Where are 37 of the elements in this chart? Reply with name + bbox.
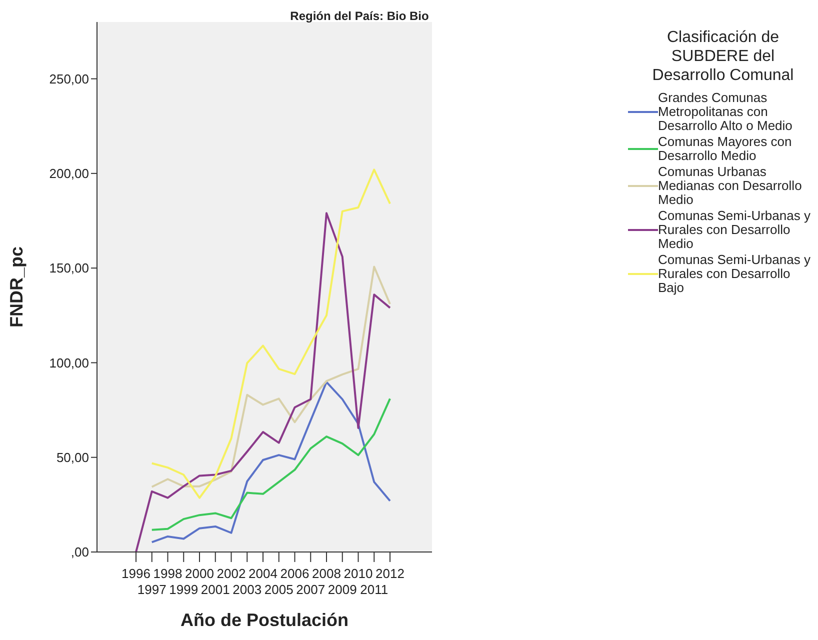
legend-label: Comunas Mayores con Desarrollo Medio: [658, 134, 793, 163]
x-tick-label: 2002: [216, 566, 246, 581]
x-tick-label: 1997: [137, 582, 166, 597]
x-tick-label: 2003: [232, 582, 262, 597]
line-series: [150, 168, 391, 499]
y-tick-label: 200,00: [49, 166, 89, 182]
x-tick-label: 2011: [360, 582, 388, 597]
legend-title: Clasificación de SUBDERE del Desarrollo Comunal: [651, 28, 795, 86]
line-series: [150, 266, 391, 488]
x-tick-label: 2001: [200, 582, 230, 597]
y-tick-label: 50,00: [56, 450, 89, 465]
y-tick-label: 100,00: [49, 355, 89, 370]
x-tick-label: 2007: [296, 582, 326, 597]
x-tick-label: 1999: [169, 582, 198, 597]
legend-label: Comunas Semi-Urbanas y Rurales con Desarrollo Medio: [658, 208, 812, 251]
y-axis-title: FNDR_pc: [6, 246, 26, 328]
line-series: [135, 212, 391, 552]
line-series: [150, 381, 391, 544]
x-axis-title: Año de Postulación: [180, 610, 349, 630]
chart-title: Región del País: Bio Bio: [290, 9, 429, 23]
y-tick-label: 150,00: [49, 260, 89, 276]
x-tick-label: 1998: [153, 566, 182, 581]
line-series: [150, 398, 391, 531]
legend-label: Comunas Urbanas Medianas con Desarrollo Medio: [658, 164, 803, 207]
legend-label: Grandes Comunas Metropolitanas con Desarrollo Alto o Medio: [658, 90, 794, 133]
y-tick-label: ,00: [70, 544, 89, 560]
x-tick-label: 2005: [264, 582, 294, 597]
x-tick-label: 2000: [185, 566, 214, 581]
x-tick-label: 2010: [344, 566, 373, 581]
x-tick-label: 1996: [122, 566, 150, 581]
legend-label: Comunas Semi-Urbanas y Rurales con Desarrollo Bajo: [658, 252, 812, 295]
x-tick-label: 2008: [312, 566, 341, 581]
x-tick-label: 2012: [376, 566, 404, 581]
x-tick-label: 2006: [280, 566, 310, 581]
y-tick-label: 250,00: [49, 71, 89, 86]
x-tick-label: 2009: [328, 582, 357, 597]
x-tick-label: 2004: [248, 566, 278, 581]
